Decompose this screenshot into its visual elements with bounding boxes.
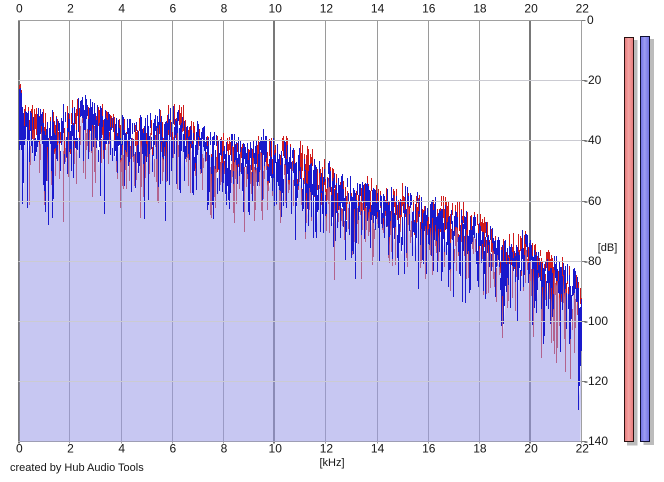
svg-text:created by Hub Audio Tools: created by Hub Audio Tools bbox=[10, 462, 144, 474]
svg-text:-100: -100 bbox=[584, 314, 608, 328]
svg-text:2: 2 bbox=[67, 2, 74, 16]
svg-text:22: 22 bbox=[576, 2, 590, 16]
svg-text:20: 20 bbox=[524, 2, 538, 16]
svg-text:-140: -140 bbox=[584, 434, 608, 448]
svg-text:[kHz]: [kHz] bbox=[319, 457, 344, 469]
svg-text:18: 18 bbox=[473, 2, 487, 16]
svg-text:6: 6 bbox=[169, 2, 176, 16]
svg-text:-80: -80 bbox=[584, 254, 602, 268]
svg-text:22: 22 bbox=[576, 442, 590, 456]
svg-text:0: 0 bbox=[16, 2, 23, 16]
svg-text:10: 10 bbox=[269, 442, 283, 456]
svg-text:0: 0 bbox=[587, 13, 594, 27]
svg-text:10: 10 bbox=[269, 2, 283, 16]
svg-text:4: 4 bbox=[118, 442, 125, 456]
svg-text:14: 14 bbox=[371, 2, 385, 16]
svg-text:16: 16 bbox=[422, 2, 436, 16]
svg-text:12: 12 bbox=[320, 442, 334, 456]
svg-text:0: 0 bbox=[16, 442, 23, 456]
svg-text:8: 8 bbox=[221, 2, 228, 16]
svg-text:[dB]: [dB] bbox=[598, 242, 618, 254]
svg-text:-120: -120 bbox=[584, 374, 608, 388]
svg-text:-20: -20 bbox=[584, 73, 602, 87]
svg-text:6: 6 bbox=[169, 442, 176, 456]
svg-text:14: 14 bbox=[371, 442, 385, 456]
svg-text:16: 16 bbox=[422, 442, 436, 456]
svg-text:8: 8 bbox=[221, 442, 228, 456]
svg-text:20: 20 bbox=[524, 442, 538, 456]
svg-text:2: 2 bbox=[67, 442, 74, 456]
svg-text:-40: -40 bbox=[584, 133, 602, 147]
svg-text:4: 4 bbox=[118, 2, 125, 16]
svg-text:12: 12 bbox=[320, 2, 334, 16]
svg-text:18: 18 bbox=[473, 442, 487, 456]
svg-text:-60: -60 bbox=[584, 194, 602, 208]
